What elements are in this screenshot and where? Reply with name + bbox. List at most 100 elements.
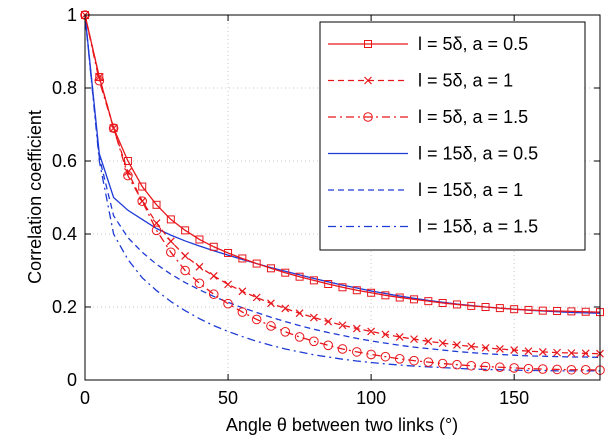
data-point-x: [309, 313, 318, 322]
data-point-x: [209, 272, 218, 280]
y-tick-label: 0.6: [52, 151, 77, 171]
data-point-square: [424, 297, 433, 306]
data-point-x: [538, 347, 547, 356]
data-point-circle: [566, 364, 577, 375]
data-point-circle: [466, 360, 477, 371]
data-point-square: [352, 286, 361, 295]
data-point-square: [338, 283, 347, 292]
data-point-x: [467, 342, 476, 351]
data-point-circle: [380, 351, 391, 362]
data-point-circle: [352, 347, 362, 357]
legend-marker: [364, 76, 372, 85]
series-lines: [80, 10, 605, 375]
data-point-x: [453, 341, 461, 349]
data-point-square: [410, 295, 419, 304]
y-tick-label: 0: [67, 370, 77, 390]
data-point-square: [538, 306, 547, 315]
data-point-square: [581, 307, 590, 316]
legend-label: l = 5δ, a = 0.5: [418, 34, 528, 54]
data-point-x: [324, 317, 333, 326]
x-tick-label: 0: [80, 388, 90, 408]
data-point-x: [224, 280, 232, 289]
series-line: [84, 14, 600, 372]
data-point-circle: [523, 363, 534, 374]
legend-item: l = 5δ, a = 0.5: [328, 34, 528, 54]
y-axis-label: Correlation coefficient: [25, 110, 45, 284]
data-point-x: [267, 299, 275, 308]
data-point-circle: [251, 314, 262, 325]
data-point-circle: [452, 359, 462, 370]
series-line: [84, 14, 601, 313]
data-point-square: [181, 226, 190, 235]
data-point-x: [438, 339, 447, 348]
series-2: [81, 11, 604, 358]
data-point-x: [252, 293, 261, 302]
data-point-circle: [194, 278, 205, 289]
data-point-square: [452, 300, 461, 309]
data-point-square: [467, 301, 476, 310]
legend-item: l = 5δ, a = 1: [328, 71, 513, 91]
legend-label: l = 15δ, a = 0.5: [418, 144, 538, 164]
data-point-circle: [108, 123, 119, 133]
data-point-x: [281, 304, 290, 313]
series-line: [84, 14, 601, 359]
data-point-square: [495, 304, 504, 313]
data-point-x: [395, 333, 404, 341]
x-tick-label: 50: [218, 388, 238, 408]
series-6: [84, 14, 600, 372]
legend-label: l = 15δ, a = 1: [418, 180, 523, 200]
series-3: [80, 10, 605, 375]
data-point-x: [424, 337, 433, 346]
data-point-square: [510, 305, 519, 314]
data-point-x: [567, 349, 576, 357]
data-point-square: [438, 298, 447, 307]
data-point-square: [252, 259, 261, 268]
data-point-x: [381, 330, 390, 339]
data-point-square: [195, 235, 204, 244]
data-point-x: [138, 197, 147, 206]
legend-item: l = 5δ, a = 1.5: [328, 107, 528, 127]
data-point-circle: [208, 289, 219, 300]
data-point-circle: [237, 307, 248, 317]
data-point-circle: [337, 344, 348, 354]
data-point-x: [109, 124, 118, 133]
data-point-circle: [580, 364, 591, 375]
data-point-square: [138, 182, 147, 191]
data-point-circle: [495, 362, 505, 373]
data-point-square: [524, 305, 533, 314]
data-point-x: [195, 262, 204, 271]
data-point-circle: [266, 321, 276, 331]
y-tick-label: 0.8: [52, 78, 77, 98]
data-point-square: [109, 124, 118, 133]
data-point-square: [295, 272, 304, 281]
data-point-square: [281, 268, 290, 277]
x-tick-label: 100: [356, 388, 386, 408]
legend-box: [319, 21, 586, 251]
data-point-circle: [437, 358, 448, 369]
series-line: [84, 14, 601, 371]
data-point-x: [367, 327, 376, 336]
data-point-square: [395, 293, 404, 302]
data-point-circle: [537, 364, 548, 374]
data-point-x: [553, 348, 562, 357]
data-point-x: [338, 321, 347, 330]
data-point-circle: [366, 349, 376, 360]
data-point-square: [309, 276, 318, 285]
data-point-x: [123, 168, 132, 176]
data-point-circle: [94, 75, 105, 86]
data-point-x: [95, 73, 104, 81]
data-point-x: [181, 251, 190, 260]
data-point-square: [166, 215, 175, 224]
data-point-x: [295, 309, 304, 318]
data-point-square: [238, 254, 247, 263]
data-point-circle: [123, 170, 133, 181]
data-point-square: [324, 280, 333, 289]
y-tick-label: 1: [67, 5, 77, 25]
data-point-x: [238, 287, 247, 296]
data-point-x: [495, 345, 504, 353]
data-point-square: [481, 303, 490, 311]
data-point-circle: [509, 363, 519, 373]
data-point-square: [367, 288, 376, 297]
legend-label: l = 5δ, a = 1: [418, 71, 513, 91]
